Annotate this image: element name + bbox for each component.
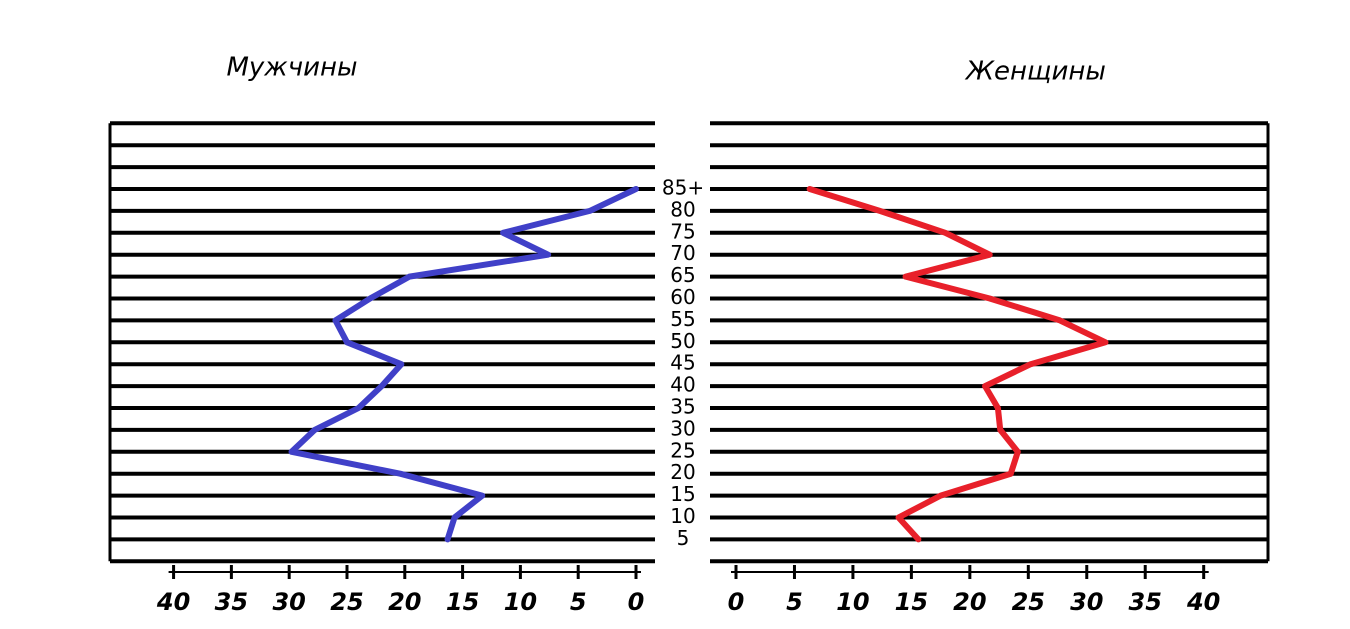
- chart-title: Мужчины: [226, 53, 357, 83]
- age-label: 75: [670, 219, 695, 243]
- x-tick-label: 15: [446, 588, 479, 616]
- x-tick-label: 40: [1186, 588, 1220, 616]
- chart-title: Женщины: [964, 57, 1106, 87]
- x-tick-label: 25: [330, 588, 363, 616]
- age-label: 85+: [662, 176, 704, 200]
- age-label: 25: [670, 438, 695, 462]
- age-label: 20: [670, 460, 695, 484]
- x-tick-label: 5: [786, 588, 803, 616]
- age-label: 5: [677, 526, 690, 550]
- x-tick-label: 5: [570, 588, 587, 616]
- age-label: 35: [670, 395, 695, 419]
- x-tick-label: 25: [1012, 588, 1045, 616]
- x-tick-label: 0: [628, 588, 645, 616]
- age-label: 65: [670, 263, 695, 287]
- x-tick-label: 35: [215, 588, 248, 616]
- series-line: [806, 186, 1109, 543]
- x-tick-label: 30: [1070, 588, 1103, 616]
- age-label: 80: [670, 197, 695, 221]
- age-label: 30: [670, 416, 695, 440]
- age-label: 45: [670, 351, 695, 375]
- x-tick-label: 20: [953, 588, 986, 616]
- x-tick-label: 0: [728, 588, 745, 616]
- x-tick-label: 10: [836, 588, 869, 616]
- age-label: 70: [670, 241, 695, 265]
- age-label: 40: [670, 373, 695, 397]
- x-tick-label: 30: [272, 588, 305, 616]
- age-label: 50: [670, 329, 695, 353]
- x-tick-label: 10: [504, 588, 537, 616]
- age-label: 10: [670, 504, 695, 528]
- x-tick-label: 40: [156, 588, 190, 616]
- age-label: 15: [670, 482, 695, 506]
- x-tick-label: 15: [895, 588, 928, 616]
- x-tick-label: 20: [388, 588, 421, 616]
- age-label: 55: [670, 307, 695, 331]
- x-tick-label: 35: [1129, 588, 1162, 616]
- age-label: 60: [670, 285, 695, 309]
- series-line: [288, 186, 639, 543]
